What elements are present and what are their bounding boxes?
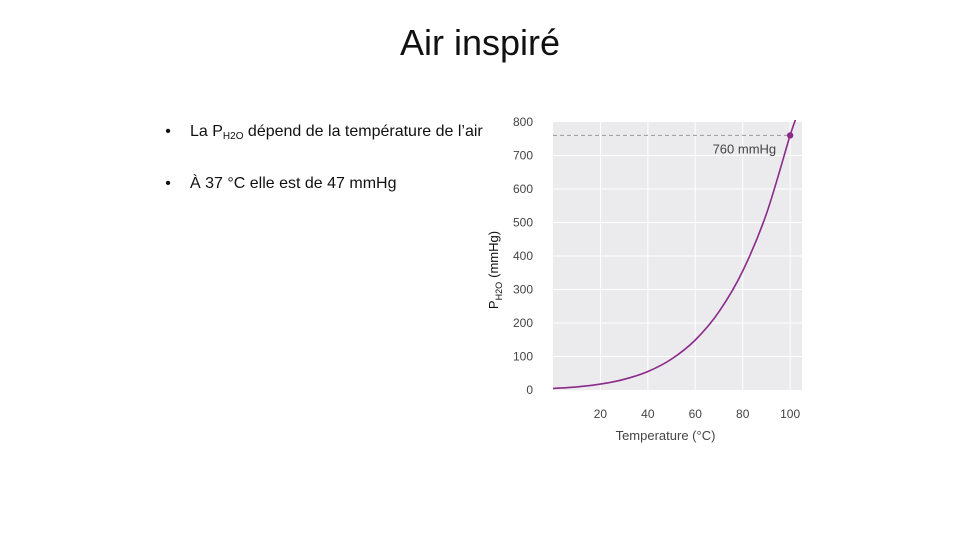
x-tick-label: 80 [736, 407, 750, 421]
y-axis-label: PH2O (mmHg) [486, 231, 504, 309]
y-axis-label-subscript: H2O [494, 282, 504, 301]
y-tick-label: 500 [513, 216, 533, 230]
x-tick-labels: 20 40 60 80 100 [594, 407, 801, 421]
bullet-item: • À 37 °C elle est de 47 mmHg [163, 174, 483, 194]
y-tick-label: 0 [526, 383, 533, 397]
x-axis-label: Temperature (°C) [616, 428, 716, 443]
bullet-item: • La PH2O dépend de la température de l’… [163, 122, 483, 142]
reference-line-label: 760 mmHg [713, 141, 777, 156]
y-axis-label-unit: (mmHg) [486, 231, 501, 278]
y-tick-labels: 0 100 200 300 400 500 600 700 800 [513, 115, 533, 397]
y-tick-label: 400 [513, 249, 533, 263]
x-tick-label: 100 [780, 407, 800, 421]
bullet-text-subscript: H2O [222, 131, 244, 142]
vapor-pressure-chart: 0 100 200 300 400 500 600 700 800 20 40 60 80 100 76… [486, 115, 802, 443]
y-tick-label: 700 [513, 149, 533, 163]
bullet-list: • La PH2O dépend de la température de l’… [163, 122, 483, 226]
highlight-point [786, 132, 794, 139]
y-axis-label-main: P [486, 300, 501, 309]
x-tick-label: 60 [689, 407, 703, 421]
x-tick-label: 40 [641, 407, 655, 421]
bullet-text: À 37 °C elle est de 47 mmHg [190, 175, 397, 192]
vapor-pressure-curve [553, 120, 797, 390]
bullet-text-suffix: dépend de la température de l’air [243, 123, 483, 140]
bullet-dot-icon: • [165, 123, 171, 140]
y-tick-label: 200 [513, 316, 533, 330]
y-tick-label: 100 [513, 350, 533, 364]
y-tick-label: 600 [513, 182, 533, 196]
grid-lines [553, 122, 802, 390]
bullet-dot-icon: • [165, 175, 171, 192]
bullet-text-prefix: La P [190, 123, 223, 140]
y-tick-label: 800 [513, 115, 533, 129]
y-tick-label: 300 [513, 283, 533, 297]
x-tick-label: 20 [594, 407, 608, 421]
slide-title: Air inspiré [399, 22, 561, 63]
